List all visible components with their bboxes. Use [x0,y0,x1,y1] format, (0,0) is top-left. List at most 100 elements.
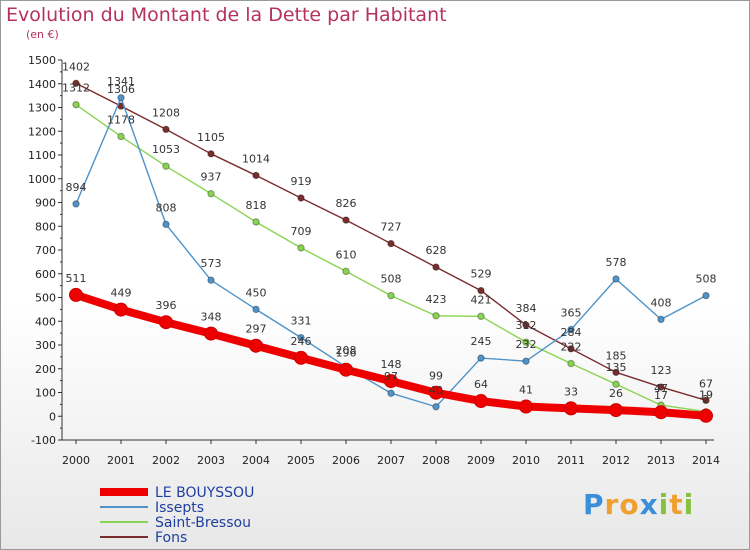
data-point [162,162,170,170]
data-label: 1105 [197,131,225,144]
data-label: 384 [516,302,537,315]
legend-label: Fons [155,530,187,546]
data-label: 421 [471,293,492,306]
data-label: 348 [201,311,222,324]
data-point [249,338,263,353]
data-label: 196 [336,347,357,360]
y-tick-label: 1400 [28,78,56,91]
data-point [657,315,665,324]
data-label: 529 [471,268,492,281]
data-point [429,385,443,400]
data-label: 450 [246,286,267,299]
logo-letter: P [583,488,605,521]
data-point [654,405,668,420]
data-point [519,399,533,414]
data-label: 297 [246,323,267,336]
data-label: 208 [336,344,357,357]
data-point [207,190,215,198]
legend-label: LE BOUYSSOU [155,485,254,501]
data-point [387,389,395,397]
data-label: 246 [291,335,312,348]
data-label: 894 [66,181,87,194]
y-tick-label: 600 [35,268,56,281]
data-point [699,408,713,423]
y-tick-label: 1500 [28,54,56,67]
y-tick-label: -100 [31,434,56,447]
logo-letter: i [683,488,695,521]
data-point [159,315,173,330]
data-label: 33 [564,385,578,398]
data-label: 727 [381,221,402,234]
data-label: 628 [426,244,447,257]
data-label: 610 [336,248,357,261]
data-label: 449 [111,287,132,300]
x-tick-label: 2008 [422,454,450,467]
y-tick-label: 900 [35,197,56,210]
data-point [612,380,620,388]
y-tick-label: 1000 [28,173,56,186]
data-point [117,94,125,102]
data-label: 365 [561,307,582,320]
data-label: 573 [201,257,222,270]
data-point [474,394,488,409]
data-point [207,150,215,158]
data-point [432,263,440,271]
data-point [432,403,440,411]
data-label: 41 [519,384,533,397]
x-tick-label: 2004 [242,454,270,467]
data-label: 185 [606,349,627,362]
data-point [342,216,350,224]
data-label: 2 [703,393,710,406]
data-point [522,357,530,365]
data-point [204,326,218,341]
data-label: 937 [201,171,222,184]
data-point [564,401,578,416]
data-label: 123 [651,364,672,377]
data-point [477,286,485,295]
x-tick-label: 2007 [377,454,405,467]
data-label: 396 [156,299,177,312]
data-point [252,305,260,314]
data-point [387,291,395,300]
data-label: 508 [381,273,402,286]
data-point [114,302,128,317]
data-point [339,362,353,377]
data-label: 284 [561,326,582,339]
x-tick-label: 2012 [602,454,630,467]
y-tick-label: 1100 [28,149,56,162]
data-point [612,368,620,377]
data-point [522,338,530,346]
data-point [252,171,260,180]
y-tick-label: 300 [35,339,56,352]
x-tick-label: 2006 [332,454,360,467]
data-label: 508 [696,273,717,286]
data-point [207,276,215,284]
y-tick-label: 1300 [28,102,56,115]
data-point [72,79,80,87]
data-point [294,350,308,365]
data-label: 826 [336,197,357,210]
chart-title: Evolution du Montant de la Dette par Hab… [6,4,447,26]
data-point [567,325,575,334]
data-label: 1178 [107,113,135,126]
data-label: 1306 [107,83,135,96]
data-label: 511 [66,272,87,285]
data-label: 331 [291,315,312,328]
data-point [477,354,485,362]
data-label: 97 [384,370,398,383]
data-point [384,374,398,389]
data-label: 1053 [152,143,180,156]
data-point [162,220,170,229]
data-point [72,100,80,109]
data-point [297,333,305,342]
data-point [72,200,80,208]
y-tick-label: 0 [49,410,56,423]
data-label: 67 [699,377,713,390]
x-tick-label: 2000 [62,454,90,467]
x-tick-label: 2013 [647,454,675,467]
data-label: 1208 [152,106,180,119]
data-point [432,312,440,320]
data-label: 135 [606,361,627,374]
